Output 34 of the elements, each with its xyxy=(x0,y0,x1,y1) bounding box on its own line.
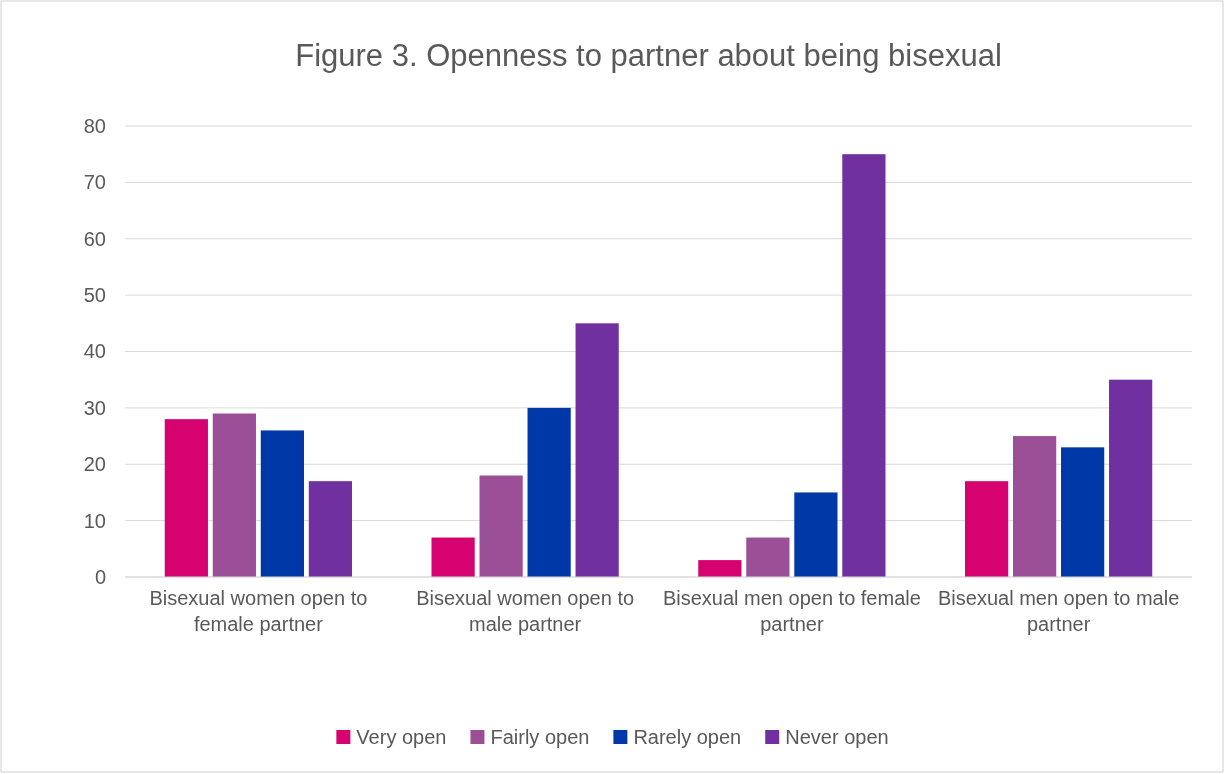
legend-label: Very open xyxy=(356,726,447,748)
y-tick-label: 30 xyxy=(83,396,106,419)
bar xyxy=(746,537,790,577)
bar xyxy=(1061,447,1105,577)
y-tick-label: 70 xyxy=(83,171,106,194)
bar xyxy=(260,430,304,577)
bar xyxy=(212,413,256,577)
bar xyxy=(479,475,523,577)
bar xyxy=(164,419,208,577)
legend-label: Rarely open xyxy=(633,726,742,748)
bar xyxy=(965,481,1009,577)
bar xyxy=(308,481,352,577)
bar xyxy=(698,560,742,577)
bar xyxy=(575,323,619,577)
y-tick-label: 40 xyxy=(83,340,106,363)
y-tick-label: 20 xyxy=(83,453,106,476)
x-tick-label: Bisexual men open to male partner xyxy=(938,587,1180,635)
y-tick-label: 0 xyxy=(94,565,106,588)
y-tick-label: 60 xyxy=(83,227,106,250)
y-tick-label: 10 xyxy=(83,509,106,532)
bar xyxy=(527,407,571,577)
y-tick-label: 80 xyxy=(83,114,106,137)
y-tick-label: 50 xyxy=(83,284,106,307)
legend-label: Fairly open xyxy=(490,726,590,748)
legend-label: Never open xyxy=(785,726,889,748)
bar xyxy=(1109,379,1153,577)
bar xyxy=(794,492,838,577)
bar xyxy=(431,537,475,577)
x-tick-label: Bisexual women open to male partner xyxy=(416,587,635,635)
x-tick-label: Bisexual men open to female partner xyxy=(662,587,921,635)
bar xyxy=(842,154,886,577)
bar xyxy=(1013,436,1057,577)
x-tick-label: Bisexual women open to female partner xyxy=(149,587,368,635)
chart-title: Figure 3. Openness to partner about being bisexual xyxy=(295,38,1002,73)
